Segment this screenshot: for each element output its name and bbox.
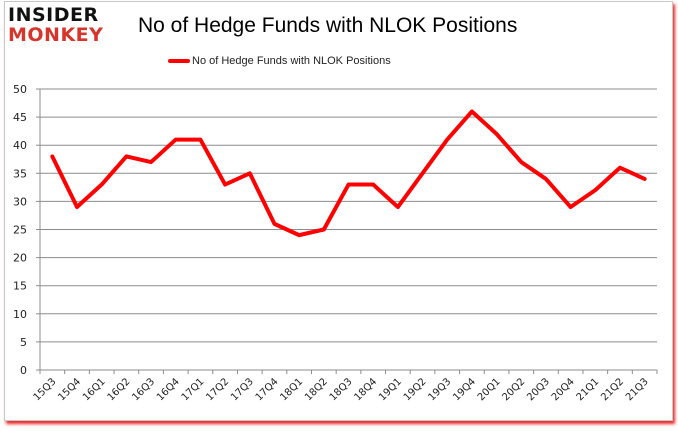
- x-tick-label: 21Q3: [624, 376, 651, 403]
- y-tick-label: 30: [13, 195, 27, 208]
- x-tick-label: 17Q1: [180, 376, 207, 403]
- y-axis-ticks: 0 5 10 15 20 25 30 35 40 45 50: [13, 83, 40, 377]
- chart-legend: No of Hedge Funds with NLOK Positions: [168, 55, 391, 67]
- y-tick-label: 0: [20, 364, 27, 377]
- y-tick-label: 10: [13, 308, 27, 321]
- x-tick-label: 16Q3: [130, 376, 157, 403]
- y-tick-label: 40: [13, 139, 27, 152]
- x-tick-label: 21Q2: [599, 376, 626, 403]
- x-tick-label: 15Q4: [56, 376, 83, 403]
- x-tick-label: 15Q3: [32, 376, 59, 403]
- series-line: [50, 109, 647, 238]
- y-tick-label: 5: [20, 336, 27, 349]
- x-tick-label: 20Q1: [476, 376, 503, 403]
- x-tick-label: 19Q4: [451, 376, 478, 403]
- x-tick-label: 20Q4: [550, 376, 577, 403]
- chart-frame: [4, 1, 673, 421]
- x-tick-label: 16Q2: [106, 376, 133, 403]
- logo-line-2: MONKEY: [8, 24, 104, 46]
- x-tick-label: 19Q1: [377, 376, 404, 403]
- axes: [39, 89, 657, 371]
- x-tick-label: 18Q1: [278, 376, 305, 403]
- x-tick-label: 17Q4: [254, 376, 281, 403]
- x-tick-label: 16Q1: [81, 376, 108, 403]
- y-tick-label: 20: [13, 252, 27, 265]
- x-tick-label: 17Q2: [204, 376, 231, 403]
- x-tick-label: 18Q2: [303, 376, 330, 403]
- x-tick-label: 18Q3: [328, 376, 355, 403]
- gridlines: [40, 88, 657, 343]
- legend-line-swatch-icon: [168, 59, 190, 63]
- x-tick-label: 21Q1: [575, 376, 602, 403]
- insider-monkey-logo: INSIDER MONKEY: [8, 6, 103, 45]
- legend-label: No of Hedge Funds with NLOK Positions: [192, 55, 391, 67]
- x-axis-ticks: 15Q315Q416Q116Q216Q316Q417Q117Q217Q317Q4…: [32, 370, 658, 403]
- x-tick-label: 16Q4: [155, 376, 182, 403]
- y-tick-label: 45: [13, 111, 27, 124]
- x-tick-label: 18Q4: [352, 376, 379, 403]
- x-tick-label: 19Q2: [402, 376, 429, 403]
- y-tick-label: 25: [13, 224, 27, 237]
- x-tick-label: 19Q3: [426, 376, 453, 403]
- y-tick-label: 50: [13, 83, 27, 96]
- y-tick-label: 35: [13, 167, 27, 180]
- x-tick-label: 17Q3: [229, 376, 256, 403]
- chart-title: No of Hedge Funds with NLOK Positions: [138, 14, 518, 37]
- y-tick-label: 15: [13, 280, 27, 293]
- x-tick-label: 20Q2: [501, 376, 528, 403]
- logo-line-1: INSIDER: [8, 4, 99, 26]
- x-tick-label: 20Q3: [525, 376, 552, 403]
